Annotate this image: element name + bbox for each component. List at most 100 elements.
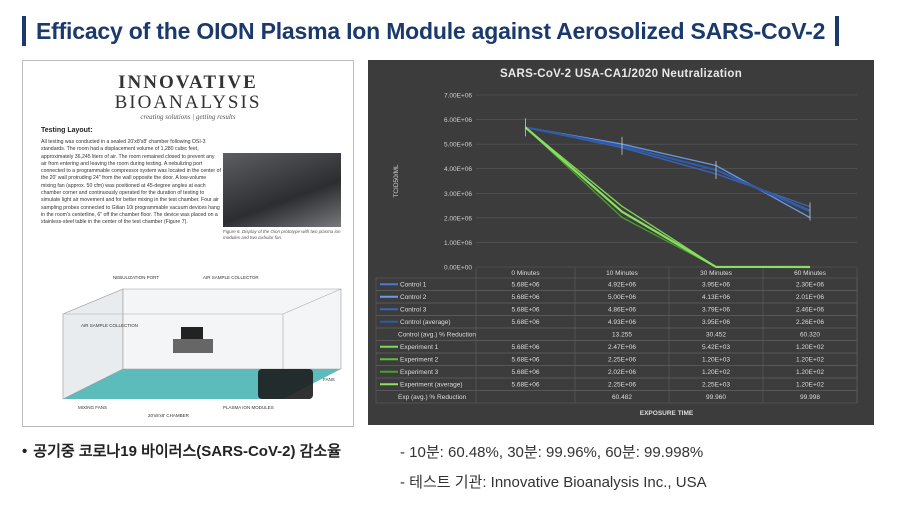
table-row-label-9: Exp (avg.) % Reduction [398,394,467,401]
table-cell-0-1: 4.92E+06 [608,282,636,289]
table-cell-6-0: 5.68E+06 [511,357,539,364]
doc-body-paragraph: All testing was conducted in a sealed 20… [41,139,221,226]
table-cell-9-3: 99.998 [800,394,820,401]
page-title: Efficacy of the OION Plasma Ion Module a… [36,17,826,44]
y-tick-label-1: 1.00E+06 [444,240,472,247]
table-cell-8-1: 2.25E+06 [608,382,636,389]
table-row-label-6: Experiment 2 [400,357,439,364]
table-cell-3-1: 4.93E+06 [608,319,636,326]
caption-label: • 공기중 코로나19 바이러스(SARS-CoV-2) 감소율 [22,440,341,461]
series-line-3 [525,126,811,213]
table-cell-9-2: 99.960 [706,394,726,401]
plasma-module-inset [258,369,313,399]
x-tick-label-1: 10 Minutes [606,270,639,277]
table-cell-7-2: 1.20E+02 [702,369,730,376]
table-cell-0-3: 2.30E+06 [796,282,824,289]
table-row-label-1: Control 2 [400,294,427,301]
table-cell-5-0: 5.68E+06 [511,344,539,351]
diagram-label-1: AIR SAMPLE COLLECTION [81,323,138,328]
y-axis-label: TCID50/ML [393,164,400,198]
title-bar-left-accent [22,16,26,46]
y-tick-label-0: 0.00E+00 [444,265,472,272]
table-cell-7-0: 5.68E+06 [511,369,539,376]
series-line-1 [525,126,811,219]
oion-device [181,327,203,339]
table-cell-4-1: 13.255 [612,332,632,339]
photo-caption: Figure 6. Display of the Oion prototype … [223,229,341,240]
table-cell-2-3: 2.46E+06 [796,307,824,314]
table-row-label-5: Experiment 1 [400,344,439,351]
neutralization-chart-panel: SARS-CoV-2 USA-CA1/2020 Neutralization 0… [368,60,874,425]
table-row-label-3: Control (average) [400,319,451,326]
table-cell-6-1: 2.25E+06 [608,357,636,364]
table-cell-8-0: 5.68E+06 [511,382,539,389]
chamber-top-right-edge [282,288,342,315]
table-cell-5-2: 5.42E+03 [702,344,730,351]
logo-line1: INNOVATIVE [118,72,258,93]
table-row-label-0: Control 1 [400,282,427,289]
series-line-6 [525,126,810,268]
x-tick-label-0: 0 Minutes [511,270,540,277]
bullet: • [22,443,28,460]
table-cell-1-0: 5.68E+06 [511,294,539,301]
table-cell-6-3: 1.20E+02 [796,357,824,364]
table-row-label-2: Control 3 [400,307,427,314]
table-cell-4-3: 60.320 [800,332,820,339]
table-cell-0-2: 3.95E+06 [702,282,730,289]
diagram-label-0: NEBULIZATION PORT [113,275,159,280]
table-cell-2-1: 4.86E+06 [608,307,636,314]
report-document-image: INNOVATIVE BIOANALYSIS creating solution… [22,60,354,427]
table-cell-1-2: 4.13E+06 [702,294,730,301]
table-cell-7-3: 1.20E+02 [796,369,824,376]
table-cell-4-2: 30.452 [706,332,726,339]
series-line-4 [525,126,811,268]
title-bar-right-accent [835,16,840,46]
table-cell-3-3: 2.26E+06 [796,319,824,326]
x-tick-label-3: 60 Minutes [794,270,827,277]
innovative-bioanalysis-logo: INNOVATIVE BIOANALYSIS creating solution… [98,72,278,122]
table-cell-5-3: 1.20E+02 [796,344,824,351]
chart-title: SARS-CoV-2 USA-CA1/2020 Neutralization [499,68,743,80]
testing-lab: - 테스트 기관: Innovative Bioanalysis Inc., U… [400,474,707,491]
table-cell-1-1: 5.00E+06 [608,294,636,301]
y-tick-label-2: 2.00E+06 [444,215,472,222]
table-cell-6-2: 1.20E+03 [702,357,730,364]
table-cell-0-0: 5.68E+06 [511,282,539,289]
reduction-stats: - 10분: 60.48%, 30분: 99.96%, 60분: 99.998% [400,444,704,461]
diagram-label-6: 20'x8'x8' CHAMBER [148,413,190,418]
y-tick-label-3: 3.00E+06 [444,191,472,198]
diagram-label-5: MIXING FANS [78,405,107,410]
table-cell-3-2: 3.95E+06 [702,319,730,326]
y-tick-label-5: 5.00E+06 [444,142,472,149]
x-axis-label: EXPOSURE TIME [640,410,694,417]
neutralization-chart: 0.00E+00 1.00E+06 2.00E+06 3.00E+06 4.00E+06… [375,93,858,417]
y-tick-label-4: 4.00E+06 [444,166,472,173]
table-cell-2-0: 5.68E+06 [511,307,539,314]
table-cell-7-1: 2.02E+06 [608,369,636,376]
logo-line2: BIOANALYSIS [114,92,262,113]
device-table [173,339,213,353]
series-line-7 [524,126,811,269]
diagram-label-4: PLASMA ION MODULES [223,405,274,410]
table-cell-9-1: 60.482 [612,394,632,401]
prototype-photo [223,153,341,227]
table-cell-2-2: 3.79E+06 [702,307,730,314]
x-tick-label-2: 30 Minutes [700,270,733,277]
table-row-label-7: Experiment 3 [400,369,439,376]
table-cell-8-3: 1.20E+02 [796,382,824,389]
caption-label-text: 공기중 코로나19 바이러스(SARS-CoV-2) 감소율 [33,443,342,460]
diagram-label-2: AIR SAMPLE COLLECTOR [203,275,259,280]
doc-heading: Testing Layout: [41,127,93,134]
logo-tagline: creating solutions | getting results [140,113,236,121]
table-cell-5-1: 2.47E+06 [608,344,636,351]
chamber-back-wall [122,288,342,370]
table-row-label-8: Experiment (average) [400,382,463,389]
y-tick-label-6: 6.00E+06 [444,117,472,124]
table-cell-1-3: 2.01E+06 [796,294,824,301]
chamber-diagram: NEBULIZATION PORT AIR SAMPLE COLLECTION … [62,275,342,418]
y-tick-label-7: 7.00E+06 [444,93,472,100]
table-cell-8-2: 2.25E+03 [702,382,730,389]
series-line-5 [525,126,810,268]
doc-body-text: All testing was conducted in a sealed 20… [41,139,331,227]
table-row-label-4: Control (avg.) % Reduction [398,332,476,339]
